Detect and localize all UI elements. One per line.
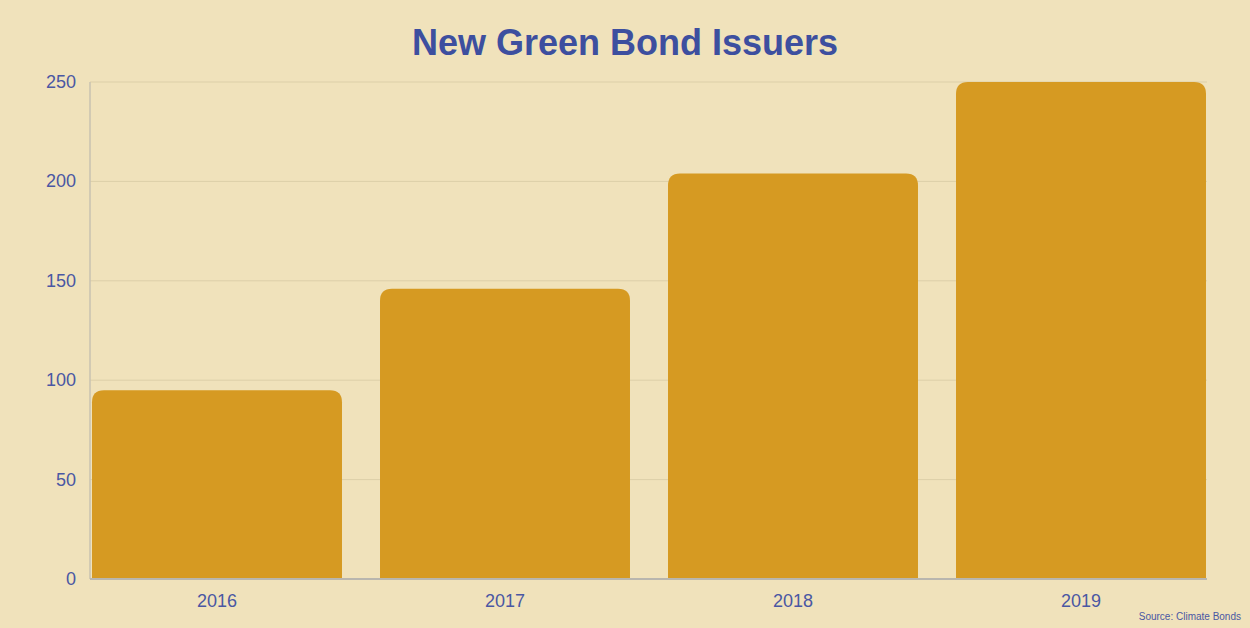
y-tick-label: 50 [56, 470, 76, 490]
x-axis-line [90, 578, 1207, 580]
chart-container: New Green Bond Issuers 0 50 100 150 200 250 201… [0, 0, 1250, 628]
x-tick-label: 2017 [485, 591, 525, 611]
bar [380, 289, 630, 579]
chart-svg: New Green Bond Issuers 0 50 100 150 200 250 201… [0, 0, 1250, 628]
y-tick-label: 200 [46, 171, 76, 191]
y-tick-label: 250 [46, 72, 76, 92]
x-tick-label: 2019 [1061, 591, 1101, 611]
y-tick-label: 0 [66, 569, 76, 589]
y-tick-label: 100 [46, 370, 76, 390]
title: New Green Bond Issuers [412, 22, 838, 63]
bars [92, 82, 1206, 579]
bar [92, 390, 342, 579]
y-tick-label: 150 [46, 271, 76, 291]
background [0, 0, 1250, 628]
bar [956, 82, 1206, 579]
bar [668, 173, 918, 579]
grid [90, 82, 1207, 579]
source: Source: Climate Bonds [1139, 611, 1241, 622]
x-tick-label: 2016 [197, 591, 237, 611]
grid-line [90, 579, 1207, 580]
x-tick-label: 2018 [773, 591, 813, 611]
y-axis-line [89, 82, 91, 579]
